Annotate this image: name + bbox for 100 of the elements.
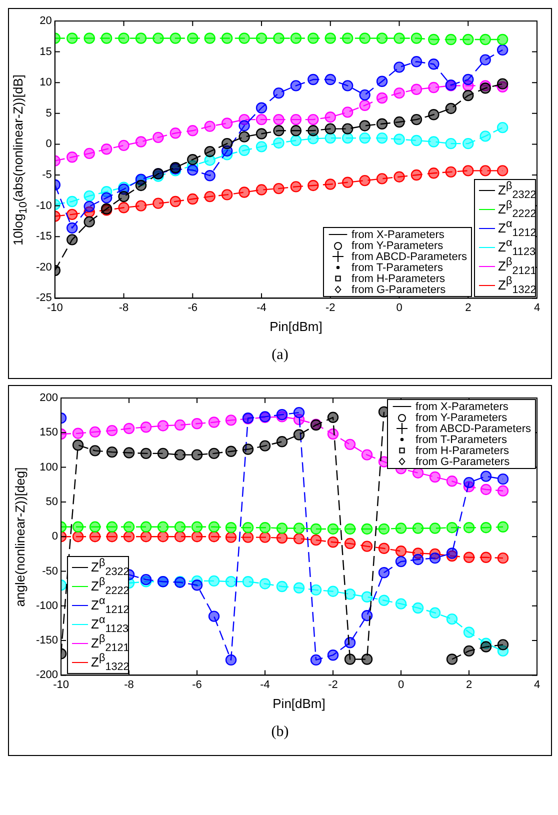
point xyxy=(174,419,186,431)
point xyxy=(152,32,164,44)
point xyxy=(428,136,440,148)
x-tick-label: 2 xyxy=(466,678,472,691)
x-tick-label: -8 xyxy=(118,302,129,314)
point xyxy=(225,532,237,543)
point xyxy=(191,418,203,430)
point xyxy=(290,32,302,44)
point xyxy=(394,87,405,99)
point xyxy=(273,32,284,44)
point xyxy=(412,554,424,566)
point xyxy=(100,32,112,44)
point xyxy=(123,531,135,542)
point xyxy=(187,164,198,176)
point xyxy=(273,114,284,126)
point xyxy=(174,531,186,542)
point xyxy=(140,448,152,460)
point xyxy=(118,140,130,152)
point xyxy=(242,576,254,588)
point xyxy=(208,416,220,428)
point xyxy=(276,532,288,544)
point xyxy=(118,190,130,202)
point xyxy=(100,144,112,155)
point xyxy=(118,32,130,44)
point xyxy=(376,92,388,104)
point xyxy=(84,216,95,228)
point xyxy=(187,154,198,166)
point xyxy=(140,422,152,433)
point xyxy=(480,641,492,652)
point xyxy=(191,531,203,542)
point xyxy=(89,445,101,456)
point xyxy=(225,654,237,666)
x-tick-label: -4 xyxy=(260,678,270,691)
point xyxy=(84,148,95,160)
y-tick-label: 50 xyxy=(46,496,58,508)
point xyxy=(208,521,220,532)
point xyxy=(221,118,233,129)
point xyxy=(273,87,284,99)
annotation: from H-Parameters xyxy=(415,444,509,456)
point xyxy=(290,125,302,136)
point xyxy=(238,32,250,44)
y-tick-label: -15 xyxy=(36,230,52,243)
point xyxy=(66,222,78,234)
point xyxy=(497,473,509,485)
y-tick-label: 5 xyxy=(46,107,52,120)
point xyxy=(225,446,237,457)
point xyxy=(394,134,405,145)
point xyxy=(463,645,475,657)
point xyxy=(100,192,112,204)
point xyxy=(361,449,373,460)
point xyxy=(480,130,491,142)
point xyxy=(496,122,508,134)
point xyxy=(89,426,101,438)
point xyxy=(480,165,491,176)
point xyxy=(394,32,405,44)
point xyxy=(327,523,339,535)
point xyxy=(324,111,336,123)
point xyxy=(429,471,441,483)
point xyxy=(445,102,457,114)
x-tick-label: 4 xyxy=(534,302,540,314)
point xyxy=(208,448,220,460)
point xyxy=(497,639,509,650)
point xyxy=(480,34,491,46)
point xyxy=(66,152,78,163)
point xyxy=(361,610,373,622)
point xyxy=(446,654,458,665)
point xyxy=(480,522,492,534)
point xyxy=(446,548,458,559)
point xyxy=(308,32,319,44)
x-tick-label: -2 xyxy=(325,302,336,314)
point xyxy=(394,116,405,128)
point xyxy=(496,165,508,176)
point xyxy=(276,436,288,448)
point xyxy=(72,428,84,439)
point xyxy=(84,32,95,44)
point xyxy=(463,626,475,638)
point xyxy=(463,522,475,534)
point xyxy=(327,650,339,661)
point xyxy=(157,420,169,432)
point xyxy=(428,34,440,46)
point xyxy=(310,534,322,546)
point xyxy=(157,521,169,532)
x-tick-label: 2 xyxy=(465,302,472,314)
x-axis-title: Pin[dBm] xyxy=(272,696,326,711)
x-tick-label: -6 xyxy=(192,678,202,691)
point xyxy=(293,522,305,534)
point xyxy=(327,428,339,440)
point xyxy=(327,536,339,548)
y-tick-label: -50 xyxy=(42,565,58,578)
point xyxy=(342,176,354,188)
point xyxy=(410,84,422,95)
point xyxy=(187,193,198,205)
point xyxy=(395,546,407,557)
point xyxy=(276,580,288,592)
point xyxy=(342,123,354,134)
annotation: from ABCD-Parameters xyxy=(351,250,467,263)
point xyxy=(273,137,284,149)
point xyxy=(410,56,422,68)
point xyxy=(66,196,78,208)
point xyxy=(395,598,407,610)
